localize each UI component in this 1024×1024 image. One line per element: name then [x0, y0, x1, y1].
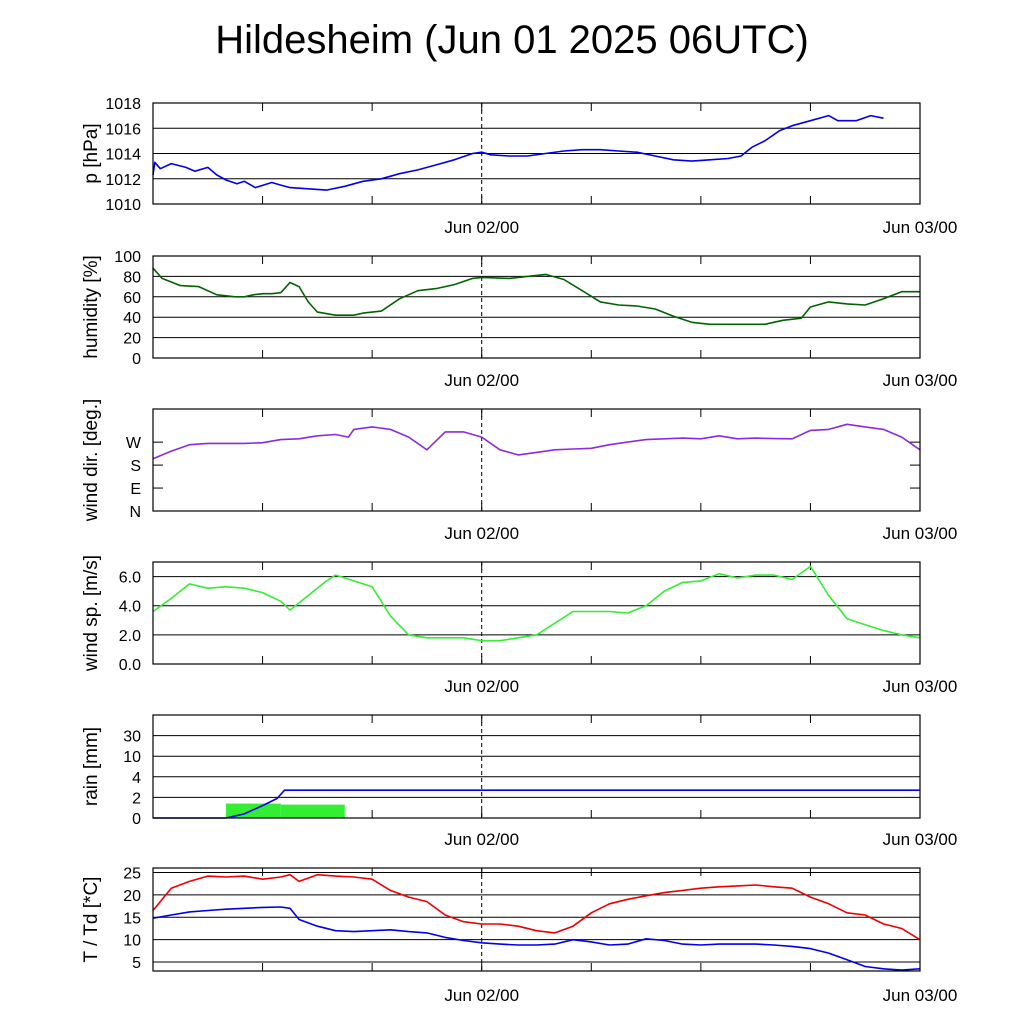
humidity-series-line-0 [152, 267, 920, 326]
wind_direction-series-line-0 [152, 423, 921, 460]
y-tick-label: 4.0 [119, 599, 141, 616]
y-axis-label: wind dir. [deg.] [81, 399, 102, 523]
y-tick-label: W [126, 435, 142, 452]
y-tick-label: E [130, 481, 141, 498]
panel-wind_speed: 0.0 2.0 4.0 6.0 wind sp. [m/s] Jun 02/00 Jun 0… [81, 555, 957, 696]
x-tick-label: Jun 03/00 [883, 677, 958, 696]
x-tick-label: Jun 02/00 [444, 830, 519, 849]
panel-rain: 0 2 4 10 30 rain [mm] Jun 02/00 Jun 03/00 [81, 714, 958, 849]
y-tick-label: 2.0 [119, 628, 141, 645]
x-tick-label: Jun 03/00 [883, 830, 958, 849]
y-tick-label: 15 [123, 910, 141, 927]
y-tick-label: 4 [132, 770, 141, 787]
y-axis-label: T / Td [*C] [81, 877, 102, 963]
x-tick-label: Jun 02/00 [444, 371, 519, 390]
y-tick-label: 80 [123, 269, 141, 286]
y-tick-label: 1014 [105, 147, 141, 164]
x-tick-label: Jun 03/00 [883, 524, 958, 543]
y-tick-label: 25 [123, 865, 141, 882]
y-tick-label: 1010 [105, 197, 141, 214]
y-axis-label: humidity [%] [81, 255, 102, 358]
y-tick-label: S [130, 458, 141, 475]
panel-frame [152, 714, 921, 819]
y-tick-label: 0.0 [119, 657, 141, 674]
y-tick-label: 40 [123, 310, 141, 327]
panel-frame [152, 561, 921, 665]
y-tick-label: 10 [123, 749, 141, 766]
temperature-series-line-1 [152, 906, 921, 971]
y-tick-label: N [129, 504, 141, 521]
y-tick-label: 0 [132, 351, 141, 368]
wind_speed-series-line-0 [152, 565, 921, 642]
y-tick-label: 100 [114, 249, 141, 266]
y-tick-label: 1018 [105, 96, 141, 113]
rain-series-line-0 [153, 789, 920, 819]
x-tick-label: Jun 02/00 [444, 524, 519, 543]
panel-frame [152, 867, 921, 972]
rain-bar [280, 804, 345, 818]
x-tick-label: Jun 02/00 [444, 218, 519, 237]
x-tick-label: Jun 02/00 [444, 677, 519, 696]
y-axis-label: p [hPa] [81, 123, 102, 183]
y-tick-label: 10 [123, 933, 141, 950]
y-tick-label: 1016 [105, 121, 141, 138]
y-tick-label: 5 [132, 955, 141, 972]
x-tick-label: Jun 03/00 [883, 371, 958, 390]
y-tick-label: 1012 [105, 172, 141, 189]
temperature-series-line-0 [152, 873, 921, 941]
x-tick-label: Jun 02/00 [444, 986, 519, 1005]
panel-frame [152, 102, 921, 205]
panel-humidity: 0 20 40 60 80 100 humidity [%] Jun 02/00 Jun 03/… [81, 249, 957, 390]
y-axis-label: rain [mm] [81, 727, 102, 806]
y-tick-label: 60 [123, 290, 141, 307]
pressure-series-line-0 [152, 114, 884, 191]
panel-frame [152, 255, 921, 359]
panel-temperature: 5 10 15 20 25 T / Td [*C] Jun 02/00 Jun 03/00 [81, 865, 957, 1005]
y-tick-label: 20 [123, 888, 141, 905]
panel-frame [152, 408, 921, 512]
y-tick-label: 6.0 [119, 570, 141, 587]
x-tick-label: Jun 03/00 [883, 218, 958, 237]
y-tick-label: 20 [123, 331, 141, 348]
chart-title: Hildesheim (Jun 01 2025 06UTC) [215, 18, 809, 62]
y-tick-label: 0 [132, 811, 141, 828]
y-axis-label: wind sp. [m/s] [81, 555, 102, 672]
x-tick-label: Jun 03/00 [883, 986, 958, 1005]
y-tick-label: 2 [132, 790, 141, 807]
y-tick-label: 30 [123, 729, 141, 746]
